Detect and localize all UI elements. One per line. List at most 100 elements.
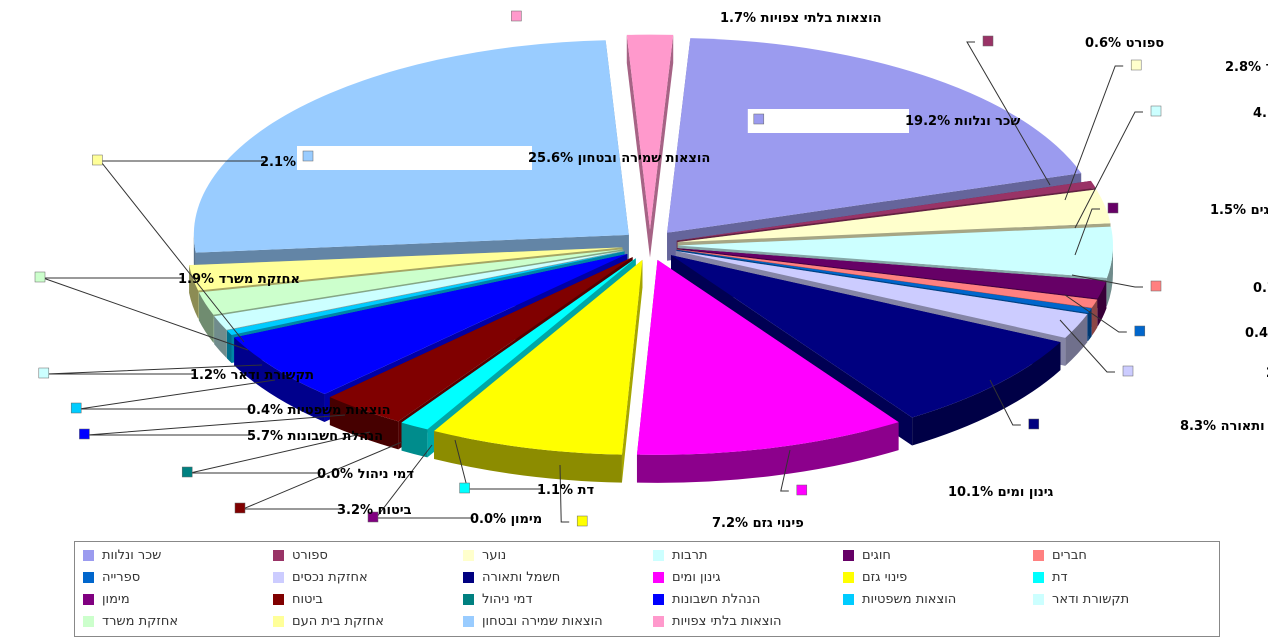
legend-label: ביטוח [292,591,323,607]
slice-wall [434,431,622,483]
legend-swatch [83,615,94,627]
label-swatch [38,367,50,379]
legend-item: חשמל ותאורה [463,566,643,588]
legend-swatch [653,593,664,605]
legend-label: חברים [1052,547,1087,563]
legend-swatch [843,571,854,583]
data-label: חוגים 1.5% [1210,203,1268,218]
legend-item: תקשורת ודאר [1033,588,1213,610]
legend-item: מימון [83,588,263,610]
legend-item: חוגים [843,544,1023,566]
legend-item: דת [1033,566,1213,588]
data-label: הוצאות שמירה ובטחון 25.6% [528,151,710,166]
pie-slice-5 [676,249,1098,308]
legend-label: הנהלת חשבונות [672,591,761,607]
legend-swatch [653,615,664,627]
legend-swatch [83,593,94,605]
label-swatch [1122,365,1134,377]
data-label: זרבות 4.2% [1253,106,1268,121]
legend-swatch [653,549,664,561]
label-swatch [576,515,588,527]
leader-line [1064,65,1124,201]
data-labels: שכר ונלוות 19.2% ספורט 0.6% נוער 2.8% זרבות… [34,10,1268,531]
legend-label: פינוי גזם [862,569,908,585]
leader-line [1059,319,1115,373]
legend-swatch [463,549,474,561]
slice-wall [912,342,1061,446]
legend-swatch [463,615,474,627]
legend-swatch [273,615,284,627]
legend-label: נוער [482,547,507,563]
legend-label: אחזקת נכסים [292,569,368,585]
legend-item: פינוי גזם [843,566,1023,588]
legend-swatch [653,571,664,583]
legend-label: שכר ונלוות [102,547,162,563]
legend-item: תרבות [653,544,833,566]
data-label: אחזקת משרד 1.9% [178,272,300,287]
pie-slice-19 [189,247,623,291]
label-swatch [1107,202,1119,214]
slice-wall [189,247,623,294]
slice-wall [189,265,199,319]
label-box [747,109,909,133]
legend-swatch [1033,593,1044,605]
leader-line [780,449,791,492]
legend-swatch [1033,571,1044,583]
pie-slices [189,34,1113,455]
pie-slice-3 [677,226,1113,278]
leader-line [966,41,1051,186]
data-label: הוצאות בלתי צפויות 1.7% [720,11,882,26]
legend-label: חוגים [862,547,891,563]
slice-wall [650,34,674,258]
slice-wall [329,397,399,450]
label-swatch [982,35,994,47]
legend: שכר ונלוות ספורט נוער תרבות חוגים חברים ספרייה… [74,541,1220,637]
legend-label: אחזקת משרד [102,613,179,629]
data-label: פינוי גזם 7.2% [712,516,804,531]
label-box [297,146,532,170]
legend-item: נוער [463,544,643,566]
legend-label: הוצאות בלתי צפויות [672,613,782,629]
legend-label: הוצאות משפטיות [862,591,957,607]
legend-item: ספורט [273,544,453,566]
legend-item: הוצאות שמירה ובטחון [463,610,643,632]
data-label: חזקת נכסים 2.1% [1266,366,1268,381]
legend-label: חשמל ותאורה [482,569,561,585]
legend-label: תרבות [672,547,708,563]
slice-wall [234,337,325,423]
label-swatch [79,428,90,440]
data-label: ספרייה 0.4% [1245,326,1268,341]
legend-label: ספורט [292,547,328,563]
legend-swatch [273,571,284,583]
pie-slice-6 [676,249,1092,313]
legend-item: דמי ניהול [463,588,643,610]
legend-item: שכר ונלוות [83,544,263,566]
pie-slice-17 [214,250,624,330]
legend-label: אחזקת בית העם [292,613,384,629]
legend-label: דמי ניהול [482,591,533,607]
leader-line [1064,294,1127,333]
pie-slice-9 [636,259,899,455]
legend-item: ספרייה [83,566,263,588]
data-label: תקשורת ודאר 1.2% [190,368,314,383]
legend-swatch [83,549,94,561]
legend-label: תקשורת ודאר [1052,591,1130,607]
data-label: דמי ניהול 0.0% [317,467,414,482]
label-swatch [1130,59,1142,71]
leader-line [559,464,570,523]
legend-label: מימון [102,591,130,607]
label-swatch [796,484,808,496]
legend-label: הוצאות שמירה ובטחון [482,613,603,629]
slice-wall [401,422,428,458]
label-swatch [234,502,246,514]
data-label: שכר ונלוות 19.2% [905,114,1020,129]
data-label: נוער 2.8% [1225,60,1268,75]
pie-slice-21 [626,34,674,230]
leader-line [1074,111,1143,229]
leader-line [989,379,1021,426]
legend-swatch [463,571,474,583]
label-swatch [1028,418,1040,430]
legend-item: ביטוח [273,588,453,610]
slice-wall [1088,308,1092,341]
slice-wall [1091,299,1098,336]
